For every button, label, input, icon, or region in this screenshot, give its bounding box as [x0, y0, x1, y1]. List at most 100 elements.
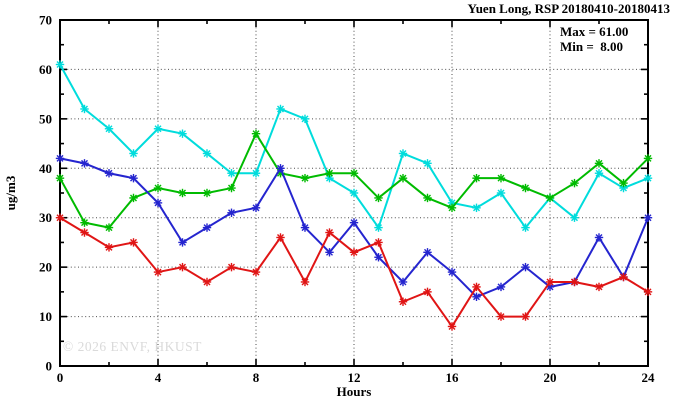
data-point-marker	[178, 238, 187, 247]
data-point-marker	[325, 248, 334, 257]
data-point-marker	[423, 287, 432, 297]
data-point-marker	[423, 248, 432, 257]
y-axis-label: ug/m3	[3, 175, 18, 210]
data-point-marker	[643, 173, 653, 183]
x-tick-label: 0	[57, 370, 64, 385]
data-point-marker	[521, 262, 530, 272]
y-tick-label: 30	[39, 210, 52, 225]
data-point-marker	[447, 267, 457, 277]
data-point-marker	[80, 104, 89, 114]
data-point-marker	[178, 129, 187, 138]
data-point-marker	[594, 159, 604, 168]
data-point-marker	[594, 169, 604, 178]
data-point-marker	[545, 193, 555, 203]
data-point-marker	[251, 169, 261, 178]
data-point-marker	[398, 149, 408, 158]
data-point-marker	[178, 188, 187, 198]
x-axis-label: Hours	[337, 384, 372, 399]
data-point-marker	[472, 173, 481, 183]
tick-labels: 0 10 20 30 40 50 60 70 0 4 8 12 16 20 24	[39, 13, 655, 386]
data-point-marker	[423, 193, 432, 203]
plot-generated-layers: 0 10 20 30 40 50 60 70 0 4 8 12 16 20 24	[39, 13, 655, 386]
data-point-marker	[545, 277, 555, 287]
data-point-marker	[227, 208, 236, 217]
plot-border	[59, 19, 649, 367]
data-point-marker	[349, 248, 359, 257]
data-point-marker	[423, 159, 432, 168]
x-tick-label: 4	[155, 370, 162, 385]
data-point-marker	[251, 267, 261, 277]
data-point-marker	[594, 233, 604, 242]
data-point-marker	[227, 262, 236, 272]
data-point-marker	[178, 262, 187, 272]
data-point-marker	[276, 164, 285, 173]
data-point-marker	[55, 154, 65, 163]
data-point-marker	[349, 188, 359, 198]
watermark-text: © 2026 ENVF, HKUST	[63, 339, 202, 354]
max-min-annotation: Max = 61.00 Min = 8.00	[560, 24, 628, 54]
data-point-marker	[496, 312, 506, 321]
data-point-marker	[374, 253, 383, 262]
data-point-marker	[325, 169, 334, 178]
min-value-text: Min = 8.00	[560, 39, 624, 55]
max-value-text: Max = 61.00	[560, 24, 629, 39]
gridlines	[60, 20, 648, 366]
data-point-marker	[202, 188, 212, 198]
data-point-marker	[570, 213, 579, 222]
data-point-marker	[398, 297, 408, 306]
data-point-marker	[153, 183, 163, 193]
data-point-marker	[104, 169, 114, 178]
series-green-line	[59, 131, 649, 229]
y-tick-label: 40	[39, 161, 52, 176]
data-point-marker	[80, 228, 89, 237]
data-point-marker	[619, 272, 628, 282]
data-point-marker	[521, 183, 530, 193]
data-point-marker	[276, 233, 285, 242]
data-point-marker	[496, 282, 506, 292]
data-point-marker	[325, 228, 334, 237]
y-tick-label: 10	[39, 309, 52, 324]
y-tick-label: 60	[39, 62, 52, 77]
data-point-marker	[374, 193, 383, 203]
y-tick-label: 0	[46, 359, 53, 374]
data-point-marker	[447, 203, 457, 213]
data-point-marker	[349, 169, 359, 178]
series-green	[55, 129, 653, 232]
x-tick-label: 8	[253, 370, 260, 385]
data-point-marker	[496, 188, 506, 198]
data-point-marker	[80, 218, 89, 227]
data-point-marker	[129, 173, 138, 183]
data-point-marker	[55, 213, 65, 222]
data-point-marker	[227, 183, 236, 193]
data-point-marker	[129, 193, 138, 203]
data-point-marker	[398, 173, 408, 183]
data-point-marker	[251, 203, 261, 213]
data-point-marker	[643, 287, 653, 297]
data-point-marker	[80, 159, 89, 168]
y-tick-label: 70	[39, 13, 52, 28]
data-point-marker	[104, 223, 114, 232]
x-tick-label: 24	[642, 370, 656, 385]
data-point-marker	[153, 267, 163, 277]
data-point-marker	[276, 104, 285, 114]
data-point-marker	[374, 238, 383, 247]
chart-title: Yuen Long, RSP 20180410-20180413	[467, 1, 671, 16]
data-point-marker	[300, 173, 310, 183]
data-point-marker	[227, 169, 236, 178]
data-point-marker	[202, 277, 212, 287]
data-point-marker	[129, 238, 138, 247]
y-tick-label: 20	[39, 260, 52, 275]
data-point-marker	[472, 203, 481, 213]
data-point-marker	[55, 173, 65, 183]
series-red	[55, 213, 653, 331]
data-point-marker	[643, 154, 653, 163]
data-point-marker	[374, 223, 383, 232]
data-point-marker	[300, 114, 310, 124]
data-point-marker	[300, 223, 310, 232]
data-point-marker	[349, 218, 359, 227]
data-point-marker	[104, 243, 114, 252]
data-point-marker	[521, 223, 530, 232]
data-point-marker	[472, 292, 481, 301]
